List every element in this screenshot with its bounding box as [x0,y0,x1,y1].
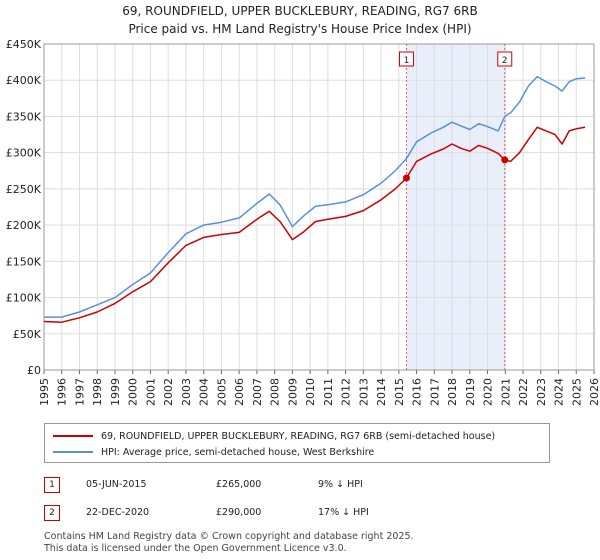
x-tick-label: 2023 [535,378,548,406]
x-tick-label: 2011 [322,378,335,406]
legend: 69, ROUNDFIELD, UPPER BUCKLEBURY, READIN… [44,423,550,463]
series-line-hpi [44,75,586,318]
x-tick-label: 2003 [180,378,193,406]
y-tick-label: £100K [6,292,42,305]
chart-title: 69, ROUNDFIELD, UPPER BUCKLEBURY, READIN… [122,4,478,18]
legend-swatch-hpi [53,451,93,453]
x-tick-label: 2006 [233,378,246,406]
transaction-price: £265,000 [216,479,262,490]
y-tick-label: £250K [6,183,42,196]
x-tick-label: 2013 [357,378,370,406]
plot-border [43,43,595,371]
footer-licence: This data is licensed under the Open Gov… [44,543,347,554]
x-tick-label: 2000 [127,378,140,406]
x-tick-label: 2022 [517,378,530,406]
sale-period-band [406,44,505,370]
x-tick-label: 1999 [109,378,122,406]
transaction-delta: 17% ↓ HPI [318,507,369,518]
x-tick-label: 2026 [588,378,600,406]
x-tick-label: 2009 [286,378,299,406]
x-tick-label: 2012 [340,378,353,406]
x-tick-label: 2021 [499,378,512,406]
x-tick-label: 1996 [56,378,69,406]
transaction-date: 05-JUN-2015 [86,479,147,490]
y-tick-label: £300K [6,147,42,160]
x-tick-label: 2014 [375,378,388,406]
x-tick-label: 2001 [144,378,157,406]
x-tick-label: 2008 [269,378,282,406]
y-tick-label: £350K [6,110,42,123]
sale-badge [398,51,414,67]
y-tick-label: £450K [6,38,42,51]
y-tick-label: £50K [13,328,42,341]
x-tick-label: 2005 [215,378,228,406]
transaction-date: 22-DEC-2020 [86,507,150,518]
x-tick-label: 2019 [464,378,477,406]
legend-label-hpi: HPI: Average price, semi-detached house,… [101,446,375,458]
x-tick-label: 2025 [570,378,583,406]
sale-point [501,156,509,164]
x-tick-label: 1995 [38,378,51,406]
sale-point [402,174,410,182]
transaction-price: £290,000 [216,507,262,518]
plot-area [44,44,594,370]
x-tick-label: 2015 [393,378,406,406]
y-tick-label: £150K [6,255,42,268]
legend-swatch-property [53,435,93,437]
series-line-property [43,126,586,323]
x-tick-label: 2004 [198,378,211,406]
x-tick-label: 2018 [446,378,459,406]
x-tick-label: 2024 [553,378,566,406]
sale-badge [497,51,513,67]
y-tick-label: £200K [6,219,42,232]
x-tick-label: 2016 [411,378,424,406]
price-chart: £0 £50K £100K £150K £200K £250K £300K £350K £400… [6,38,600,406]
x-tick-label: 2010 [304,378,317,406]
x-tick-label: 1997 [73,378,86,406]
x-tick-label: 2007 [251,378,264,406]
x-tick-label: 2002 [162,378,175,406]
footer-copyright: Contains HM Land Registry data © Crown c… [44,531,414,542]
legend-item-hpi: HPI: Average price, semi-detached house,… [53,445,374,459]
sale-badge-label: 1 [404,56,410,66]
transaction-delta: 9% ↓ HPI [318,479,363,490]
legend-label-property: 69, ROUNDFIELD, UPPER BUCKLEBURY, READIN… [101,430,496,442]
x-tick-label: 1998 [91,378,104,406]
legend-item-property: 69, ROUNDFIELD, UPPER BUCKLEBURY, READIN… [53,429,495,443]
y-tick-label: £400K [6,74,42,87]
sale-badge-label: 2 [502,56,508,66]
transaction-badge: 1 [44,477,60,493]
y-tick-label: £0 [27,364,41,377]
x-tick-label: 2020 [482,378,495,406]
transaction-badge: 2 [44,505,60,521]
chart-subtitle: Price paid vs. HM Land Registry's House … [128,22,472,36]
x-tick-label: 2017 [428,378,441,406]
